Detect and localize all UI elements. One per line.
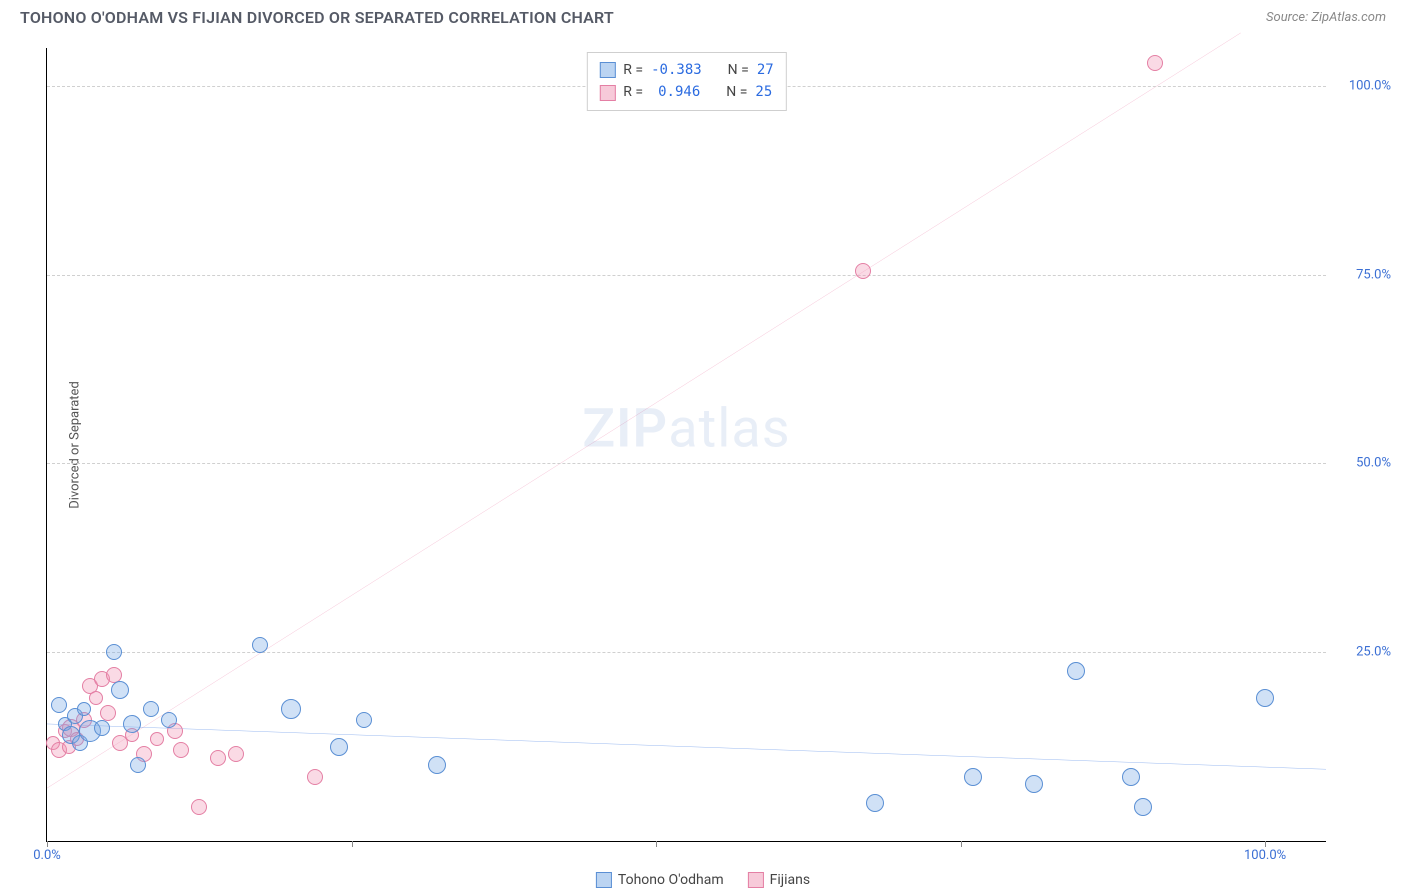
legend-row-pink: R = 0.946 N = 25 [599, 81, 773, 103]
series-legend: Tohono O'odham Fijians [596, 872, 810, 888]
data-point-pink [228, 746, 244, 762]
data-point-blue [1122, 768, 1140, 786]
data-point-blue [1256, 689, 1274, 707]
n-value-pink: 25 [755, 81, 772, 103]
x-tick-label: 100.0% [1244, 848, 1286, 863]
y-tick-label: 100.0% [1349, 78, 1391, 93]
data-point-blue [356, 712, 372, 728]
x-tick-mark [352, 841, 353, 847]
correlation-legend: R = -0.383 N = 27 R = 0.946 N = 25 [586, 52, 786, 111]
y-tick-label: 50.0% [1356, 456, 1391, 471]
y-tick-label: 75.0% [1356, 267, 1391, 282]
series-label-blue: Tohono O'odham [618, 872, 724, 888]
data-point-blue [281, 699, 301, 719]
data-point-pink [307, 769, 323, 785]
x-tick-mark [1265, 841, 1266, 847]
n-label: N = [728, 59, 749, 81]
y-tick-label: 25.0% [1356, 645, 1391, 660]
data-point-blue [106, 644, 122, 660]
data-point-pink [100, 705, 116, 721]
n-label: N = [726, 81, 747, 103]
data-point-pink [1147, 55, 1163, 71]
data-point-blue [111, 681, 129, 699]
data-point-pink [210, 750, 226, 766]
chart-title: TOHONO O'ODHAM VS FIJIAN DIVORCED OR SEP… [20, 8, 614, 27]
data-point-blue [130, 757, 146, 773]
data-point-blue [964, 768, 982, 786]
gridline [47, 275, 1326, 276]
gridline [47, 463, 1326, 464]
swatch-blue [596, 872, 612, 888]
data-point-blue [1134, 798, 1152, 816]
data-point-blue [51, 697, 67, 713]
legend-item-pink: Fijians [748, 872, 810, 888]
trend-line-pink [47, 33, 1241, 788]
data-point-blue [252, 637, 268, 653]
n-value-blue: 27 [757, 59, 774, 81]
swatch-pink [599, 85, 615, 101]
legend-item-blue: Tohono O'odham [596, 872, 724, 888]
r-label: R = [623, 81, 643, 103]
data-point-blue [161, 712, 177, 728]
data-point-pink [150, 732, 164, 746]
data-point-blue [123, 715, 141, 733]
series-label-pink: Fijians [770, 872, 810, 888]
data-point-blue [143, 701, 159, 717]
data-point-blue [77, 702, 91, 716]
data-point-blue [1025, 775, 1043, 793]
gridline [47, 652, 1326, 653]
swatch-blue [599, 62, 615, 78]
x-tick-mark [961, 841, 962, 847]
data-point-pink [89, 691, 103, 705]
source-prefix: Source: [1266, 10, 1311, 25]
data-point-blue [1067, 662, 1085, 680]
chart-area: Divorced or Separated 25.0%50.0%75.0%100… [46, 48, 1326, 842]
data-point-blue [428, 756, 446, 774]
data-point-blue [866, 794, 884, 812]
r-label: R = [623, 59, 643, 81]
source-label: Source: ZipAtlas.com [1266, 10, 1386, 25]
r-value-pink: 0.946 [651, 81, 700, 103]
swatch-pink [748, 872, 764, 888]
data-point-blue [330, 738, 348, 756]
source-name: ZipAtlas.com [1311, 10, 1386, 25]
x-tick-mark [47, 841, 48, 847]
data-point-pink [191, 799, 207, 815]
r-value-blue: -0.383 [651, 59, 702, 81]
data-point-pink [173, 742, 189, 758]
plot-area: 25.0%50.0%75.0%100.0%0.0%100.0% [47, 48, 1326, 841]
data-point-pink [855, 263, 871, 279]
data-point-blue [94, 720, 110, 736]
legend-row-blue: R = -0.383 N = 27 [599, 59, 773, 81]
x-tick-mark [656, 841, 657, 847]
x-tick-label: 0.0% [33, 848, 61, 863]
